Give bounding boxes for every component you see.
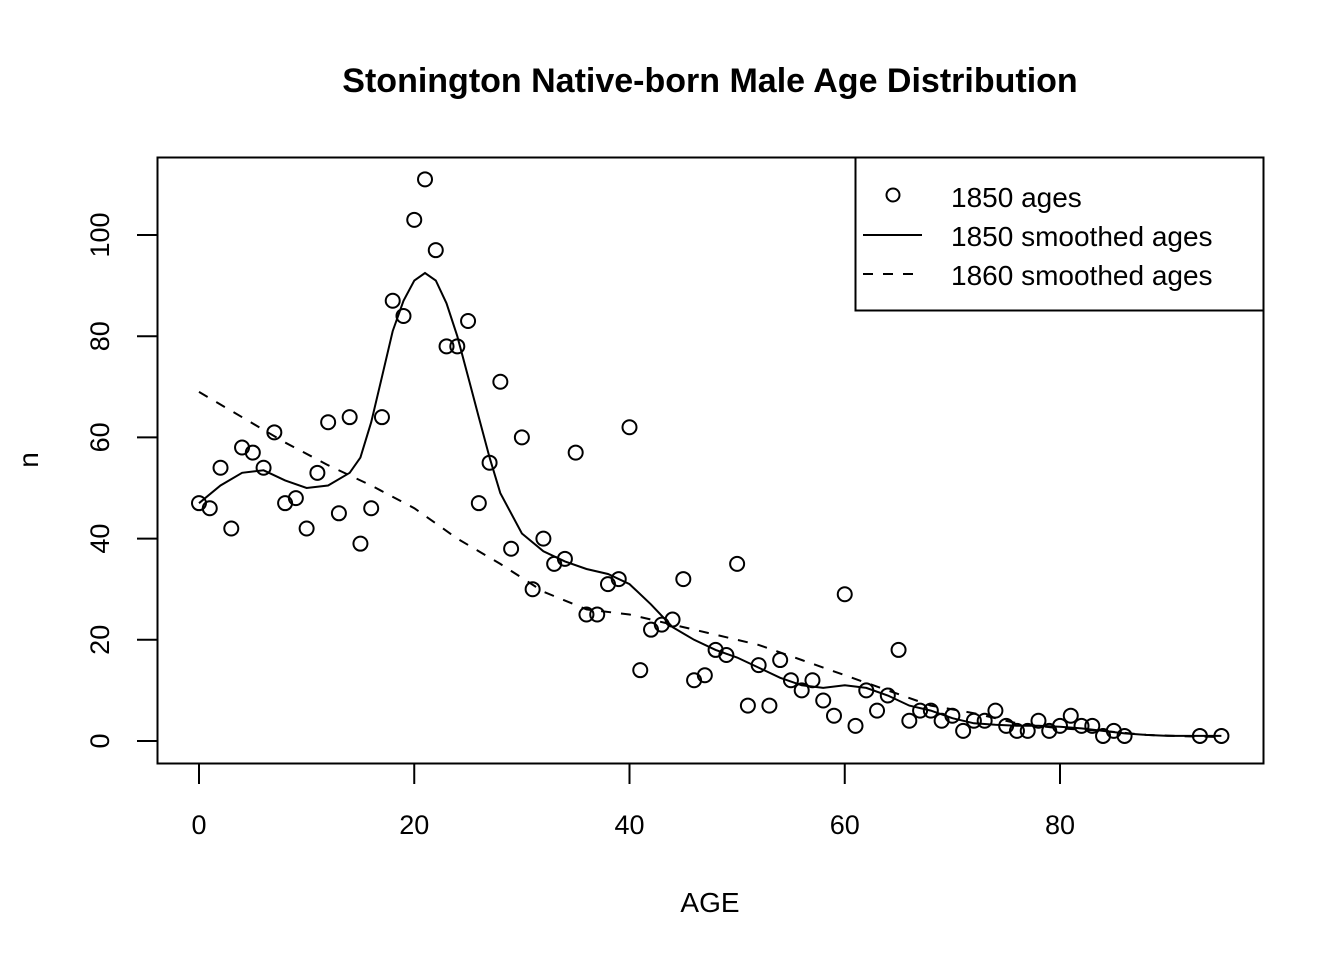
y-tick-label: 60 [85,422,115,452]
data-point [1116,727,1133,744]
legend-box [854,156,1265,312]
x-tick-label: 20 [399,810,429,840]
x-axis: 0 20 40 60 80 [191,762,1075,840]
data-point [696,667,713,684]
data-point [1030,712,1047,729]
y-tick-label: 80 [85,321,115,351]
data-point [632,662,649,679]
data-point [578,606,595,623]
series-1850-ages [191,171,1230,744]
data-point [739,697,756,714]
x-tick-label: 0 [191,810,206,840]
data-point [718,646,735,663]
data-point [212,459,229,476]
data-point [223,520,240,537]
data-point [793,682,810,699]
data-point [460,313,477,330]
data-point [782,672,799,689]
x-tick-label: 80 [1045,810,1075,840]
data-point [503,540,520,557]
data-point [815,692,832,709]
data-point [352,535,369,552]
y-axis: 0 20 40 60 80 100 [85,212,159,749]
data-point [513,429,530,446]
data-point [492,373,509,390]
data-point [1084,717,1101,734]
series-layer [191,171,1230,744]
y-tick-label: 20 [85,625,115,655]
data-point [255,459,272,476]
data-point [535,530,552,547]
y-tick-label: 40 [85,524,115,554]
data-point [836,586,853,603]
data-point [825,707,842,724]
legend-label-1850-smoothed: 1850 smoothed ages [951,221,1213,252]
data-point [266,424,283,441]
data-point [1008,722,1025,739]
data-point [438,338,455,355]
data-point [976,712,993,729]
data-point [890,641,907,658]
y-tick-label: 0 [85,733,115,748]
data-point [287,490,304,507]
x-tick-label: 60 [830,810,860,840]
data-point [869,702,886,719]
series-1850-smoothed-line [198,271,1222,737]
data-point [524,581,541,598]
series-1860-smoothed-line [198,391,1222,738]
y-tick-label: 100 [85,212,115,257]
data-point [610,571,627,588]
data-point [1073,717,1090,734]
data-point [955,722,972,739]
data-point [341,409,358,426]
data-point [987,702,1004,719]
y-axis-label: n [13,452,44,468]
data-point [427,242,444,259]
chart-title: Stonington Native-born Male Age Distribu… [342,62,1077,100]
data-point [363,500,380,517]
data-point [621,419,638,436]
data-point [922,702,939,719]
data-point [330,505,347,522]
data-point [395,307,412,324]
x-axis-label: AGE [680,887,739,918]
legend-label-1850-ages: 1850 ages [951,182,1082,213]
data-point [373,409,390,426]
legend: 1850 ages 1850 smoothed ages 1860 smooth… [854,156,1265,312]
data-point [589,606,606,623]
data-point [729,555,746,572]
data-point [298,520,315,537]
data-point [567,444,584,461]
data-point [417,171,434,188]
legend-circle-icon [885,187,901,203]
data-point [384,292,401,309]
data-point [879,687,896,704]
data-point [470,495,487,512]
data-point [761,697,778,714]
legend-label-1860-smoothed: 1860 smoothed ages [951,260,1213,291]
data-point [201,500,218,517]
data-point [309,464,326,481]
data-point [1062,707,1079,724]
data-point [320,414,337,431]
data-point [244,444,261,461]
data-point [406,211,423,228]
data-point [901,712,918,729]
data-point [675,571,692,588]
x-tick-label: 40 [614,810,644,840]
data-point [847,717,864,734]
